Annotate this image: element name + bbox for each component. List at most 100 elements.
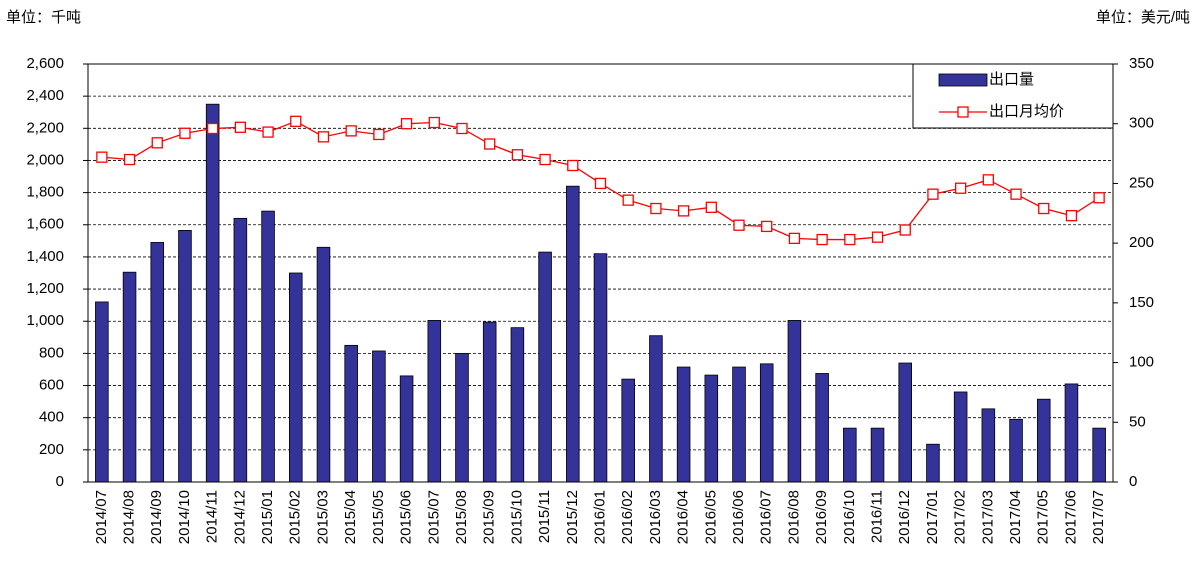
- x-tick-label: 2015/02: [287, 490, 304, 544]
- bar: [399, 375, 414, 483]
- line-marker: [290, 115, 302, 127]
- bar: [953, 391, 968, 483]
- bar: [759, 363, 774, 483]
- bar: [482, 321, 497, 483]
- x-tick-label: 2015/03: [314, 490, 331, 544]
- line-marker: [788, 232, 801, 245]
- bar: [510, 327, 525, 483]
- line-marker: [899, 224, 911, 236]
- line-marker: [622, 194, 634, 206]
- x-tick-label: 2015/11: [536, 490, 553, 543]
- x-tick-label: 2015/05: [370, 490, 387, 544]
- y2-tick-label: 350: [1129, 55, 1154, 72]
- plot-border: [87, 63, 1114, 483]
- line-marker: [733, 219, 745, 231]
- bar: [898, 362, 913, 483]
- left-unit: 单位：千吨: [6, 9, 81, 26]
- x-tick-label: 2016/05: [702, 490, 719, 544]
- bar: [870, 427, 885, 483]
- x-tick-label: 2016/01: [591, 490, 608, 544]
- line-marker: [539, 153, 551, 166]
- x-tick-label: 2017/01: [924, 490, 941, 544]
- line-marker: [844, 233, 856, 246]
- y2-tick-label: 250: [1129, 174, 1154, 191]
- bar: [981, 408, 996, 483]
- x-tick-label: 2016/08: [785, 490, 802, 544]
- y-tick-label: 800: [39, 344, 64, 361]
- y-tick-label: 1,200: [26, 280, 64, 297]
- bar: [538, 251, 552, 483]
- x-tick-label: 2015/04: [342, 490, 359, 544]
- x-tick-label: 2014/07: [93, 490, 110, 544]
- bar: [372, 350, 386, 483]
- bar: [593, 253, 608, 483]
- line-marker: [456, 122, 468, 135]
- line-marker: [705, 201, 717, 213]
- bar: [261, 210, 275, 483]
- line-marker: [179, 127, 191, 139]
- bar: [455, 352, 469, 483]
- x-tick-label: 2017/07: [1090, 490, 1107, 544]
- bar: [288, 272, 303, 483]
- y-tick-label: 1,800: [26, 184, 64, 201]
- bar: [1064, 383, 1079, 483]
- line-marker: [123, 153, 136, 166]
- x-tick-label: 2015/12: [564, 490, 581, 544]
- x-tick-label: 2015/07: [425, 490, 442, 544]
- y-tick-label: 400: [39, 409, 64, 426]
- bar: [704, 374, 719, 483]
- bar: [649, 335, 663, 483]
- line-marker: [484, 138, 496, 150]
- y-tick-label: 1,000: [26, 312, 64, 329]
- line-marker: [954, 182, 967, 194]
- line-marker: [816, 233, 828, 246]
- line-marker: [400, 118, 413, 130]
- line-marker: [151, 137, 163, 149]
- x-tick-label: 2015/01: [259, 490, 276, 544]
- y-tick-label: 2,000: [26, 151, 64, 168]
- line-marker: [511, 149, 524, 161]
- right-unit: 单位：美元/吨: [1096, 9, 1190, 26]
- line-marker: [1065, 210, 1078, 222]
- x-tick-label: 2016/02: [619, 490, 636, 544]
- line-marker: [677, 205, 690, 217]
- x-tick-label: 2014/12: [231, 490, 248, 544]
- x-tick-label: 2017/05: [1035, 490, 1052, 544]
- bar: [676, 366, 691, 483]
- bar: [815, 373, 829, 483]
- y-tick-label: 1,400: [26, 248, 64, 265]
- y-tick-label: 1,600: [26, 216, 64, 233]
- bar: [1009, 418, 1023, 483]
- x-tick-label: 2017/02: [952, 490, 969, 544]
- x-tick-label: 2016/04: [675, 490, 692, 544]
- y-tick-label: 0: [56, 473, 64, 490]
- bar: [95, 301, 109, 483]
- bar: [566, 185, 580, 483]
- line-marker: [373, 128, 385, 141]
- line-marker: [1093, 192, 1105, 204]
- x-tick-label: 2016/10: [841, 490, 858, 544]
- x-tick-label: 2016/11: [868, 490, 885, 543]
- bar: [787, 320, 802, 483]
- line-marker: [761, 220, 773, 233]
- line-marker: [567, 159, 579, 172]
- y-tick-label: 200: [39, 441, 64, 458]
- line-marker: [650, 202, 662, 215]
- bar: [178, 229, 192, 483]
- x-tick-label: 2015/06: [398, 490, 415, 544]
- line-marker: [317, 131, 330, 143]
- bar: [233, 217, 248, 483]
- bar: [1092, 427, 1106, 483]
- y2-tick-label: 50: [1129, 413, 1146, 430]
- bar: [205, 103, 220, 483]
- x-tick-label: 2014/10: [176, 490, 193, 544]
- y-tick-label: 2,200: [26, 119, 64, 136]
- x-tick-label: 2017/06: [1062, 490, 1079, 544]
- line-marker: [428, 116, 440, 129]
- line-marker: [982, 174, 994, 186]
- y-tick-label: 2,600: [26, 55, 64, 72]
- x-tick-label: 2016/03: [647, 490, 664, 544]
- bar: [843, 427, 857, 483]
- x-tick-label: 2015/10: [508, 490, 525, 544]
- line-marker: [234, 121, 247, 133]
